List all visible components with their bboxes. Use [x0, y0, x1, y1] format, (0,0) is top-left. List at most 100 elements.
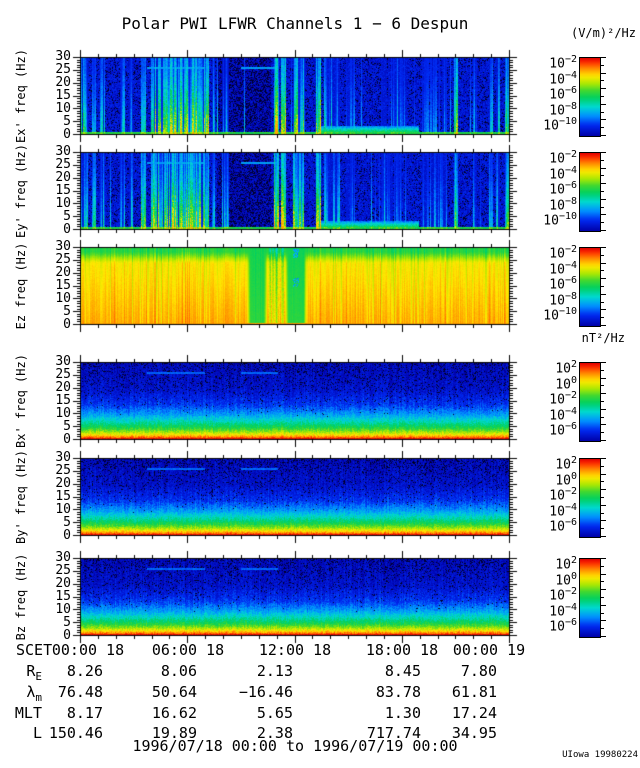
- x-axis-tick-label: 06:00 18: [151, 641, 225, 659]
- colorbar-label-exponent: −6: [564, 180, 577, 192]
- colorbar-tick-label: 10−4: [500, 499, 577, 521]
- colorbar-label-base: 10: [549, 246, 565, 262]
- y-tick-label: 0: [63, 528, 71, 543]
- colorbar-tick: [601, 417, 604, 418]
- colorbar-label-base: 10: [549, 604, 565, 620]
- colorbar-tick: [601, 175, 604, 176]
- colorbar-label-exponent: −4: [564, 259, 577, 271]
- ephemeris-row-label: MLT: [0, 704, 42, 722]
- colorbar-label-exponent: −10: [558, 211, 577, 223]
- y-tick-label: 25: [55, 252, 71, 267]
- colorbar-tick-label: 102: [500, 552, 577, 574]
- colorbar-label-exponent: 2: [570, 455, 577, 466]
- ephemeris-value: 2.38: [256, 724, 293, 742]
- y-tick-label: 5: [63, 304, 71, 319]
- y-tick-label: 30: [55, 49, 71, 64]
- y-tick-label: 30: [55, 144, 71, 159]
- y-tick-label: 20: [55, 265, 71, 280]
- colorbar-tick-label: 102: [500, 356, 577, 378]
- colorbar-label-base: 10: [549, 151, 565, 167]
- colorbar-tick-label: 10−6: [500, 614, 577, 636]
- credit: UIowa 19980224: [562, 750, 638, 760]
- colorbar-tick-label: 10−8: [500, 98, 577, 120]
- colorbar-tick-label: 10−2: [500, 51, 577, 73]
- colorbar-label-base: 10: [555, 376, 571, 392]
- colorbar-label-exponent: −6: [564, 421, 577, 433]
- y-tick-label: 30: [55, 239, 71, 254]
- colorbar-tick: [601, 135, 606, 136]
- colorbar-tick-label: 10−10: [500, 303, 577, 325]
- y-tick-label: 25: [55, 563, 71, 578]
- ephemeris-row-label-sub: E: [35, 670, 42, 683]
- colorbar-tick: [601, 370, 604, 371]
- colorbar-tick: [601, 255, 604, 256]
- colorbar-tick-label: 100: [500, 372, 577, 394]
- colorbar-tick: [601, 466, 604, 467]
- colorbar-tick: [601, 628, 604, 629]
- colorbar-label-base: 10: [549, 408, 565, 424]
- colorbar-tick: [601, 80, 604, 81]
- ephemeris-value: 150.46: [48, 724, 103, 742]
- colorbar-tick: [601, 574, 606, 575]
- colorbar-tick-label: 10−4: [500, 403, 577, 425]
- colorbar-tick: [601, 230, 606, 231]
- colorbar-label-exponent: 0: [570, 470, 577, 482]
- colorbar-tick: [601, 207, 604, 208]
- colorbar-tick: [601, 112, 604, 113]
- ephemeris-value: 61.81: [451, 683, 497, 701]
- ephemeris-row-label-base: λ: [26, 683, 36, 701]
- colorbar-label-base: 10: [555, 572, 571, 588]
- colorbar-label-base: 10: [549, 619, 565, 635]
- x-axis-tick-label: 12:00 18: [258, 641, 332, 659]
- colorbar-tick: [601, 558, 606, 559]
- colorbar-label-base: 10: [549, 182, 565, 198]
- colorbar-label-base: 10: [555, 361, 571, 377]
- colorbar-label-exponent: −8: [564, 100, 577, 112]
- y-axis-title-bz: Bz freq (Hz): [14, 553, 28, 641]
- colorbar-label-base: 10: [549, 588, 565, 604]
- colorbar-label-exponent: −4: [564, 69, 577, 81]
- ephemeris-value: 1.30: [384, 704, 421, 722]
- ephemeris-row-label-base: R: [26, 662, 36, 680]
- colorbar-tick: [601, 409, 606, 410]
- ephemeris-row-label-base: L: [32, 724, 42, 742]
- ephemeris-value: 8.06: [160, 662, 197, 680]
- y-tick-label: 5: [63, 209, 71, 224]
- colorbar-label-exponent: −10: [558, 306, 577, 318]
- colorbar-tick: [601, 424, 606, 425]
- colorbar-tick: [601, 597, 604, 598]
- colorbar-tick: [601, 325, 606, 326]
- y-tick-label: 20: [55, 476, 71, 491]
- colorbar-label-base: 10: [549, 488, 565, 504]
- colorbar-tick-label: 10−2: [500, 483, 577, 505]
- colorbar-label-base: 10: [549, 71, 565, 87]
- colorbar-label-exponent: −2: [564, 54, 577, 65]
- y-axis-title-bx: Bx' freq (Hz): [14, 354, 28, 448]
- y-tick-label: 15: [55, 278, 71, 293]
- colorbar-label-base: 10: [543, 213, 559, 229]
- colorbar-label-base: 10: [555, 557, 571, 573]
- y-tick-label: 20: [55, 380, 71, 395]
- y-tick-label: 5: [63, 615, 71, 630]
- y-tick-label: 25: [55, 62, 71, 77]
- y-tick-label: 5: [63, 419, 71, 434]
- colorbar-label-exponent: −2: [564, 486, 577, 498]
- colorbar-label-exponent: −4: [564, 405, 577, 417]
- colorbar-label-base: 10: [549, 198, 565, 214]
- colorbar-by: [579, 458, 601, 538]
- ephemeris-row-label: λm: [0, 683, 42, 704]
- ephemeris-value: 7.80: [460, 662, 497, 680]
- colorbar-label-exponent: −6: [564, 517, 577, 529]
- colorbar-ey: [579, 152, 601, 232]
- colorbar-tick: [601, 263, 606, 264]
- y-tick-label: 10: [55, 602, 71, 617]
- colorbar-ex: [579, 57, 601, 137]
- colorbar-label-base: 10: [549, 87, 565, 103]
- colorbar-tick: [601, 270, 604, 271]
- colorbar-label-exponent: −4: [564, 601, 577, 613]
- ephemeris-value: 17.24: [451, 704, 497, 722]
- colorbar-tick: [601, 536, 606, 537]
- colorbar-tick: [601, 613, 604, 614]
- colorbar-label-base: 10: [549, 293, 565, 309]
